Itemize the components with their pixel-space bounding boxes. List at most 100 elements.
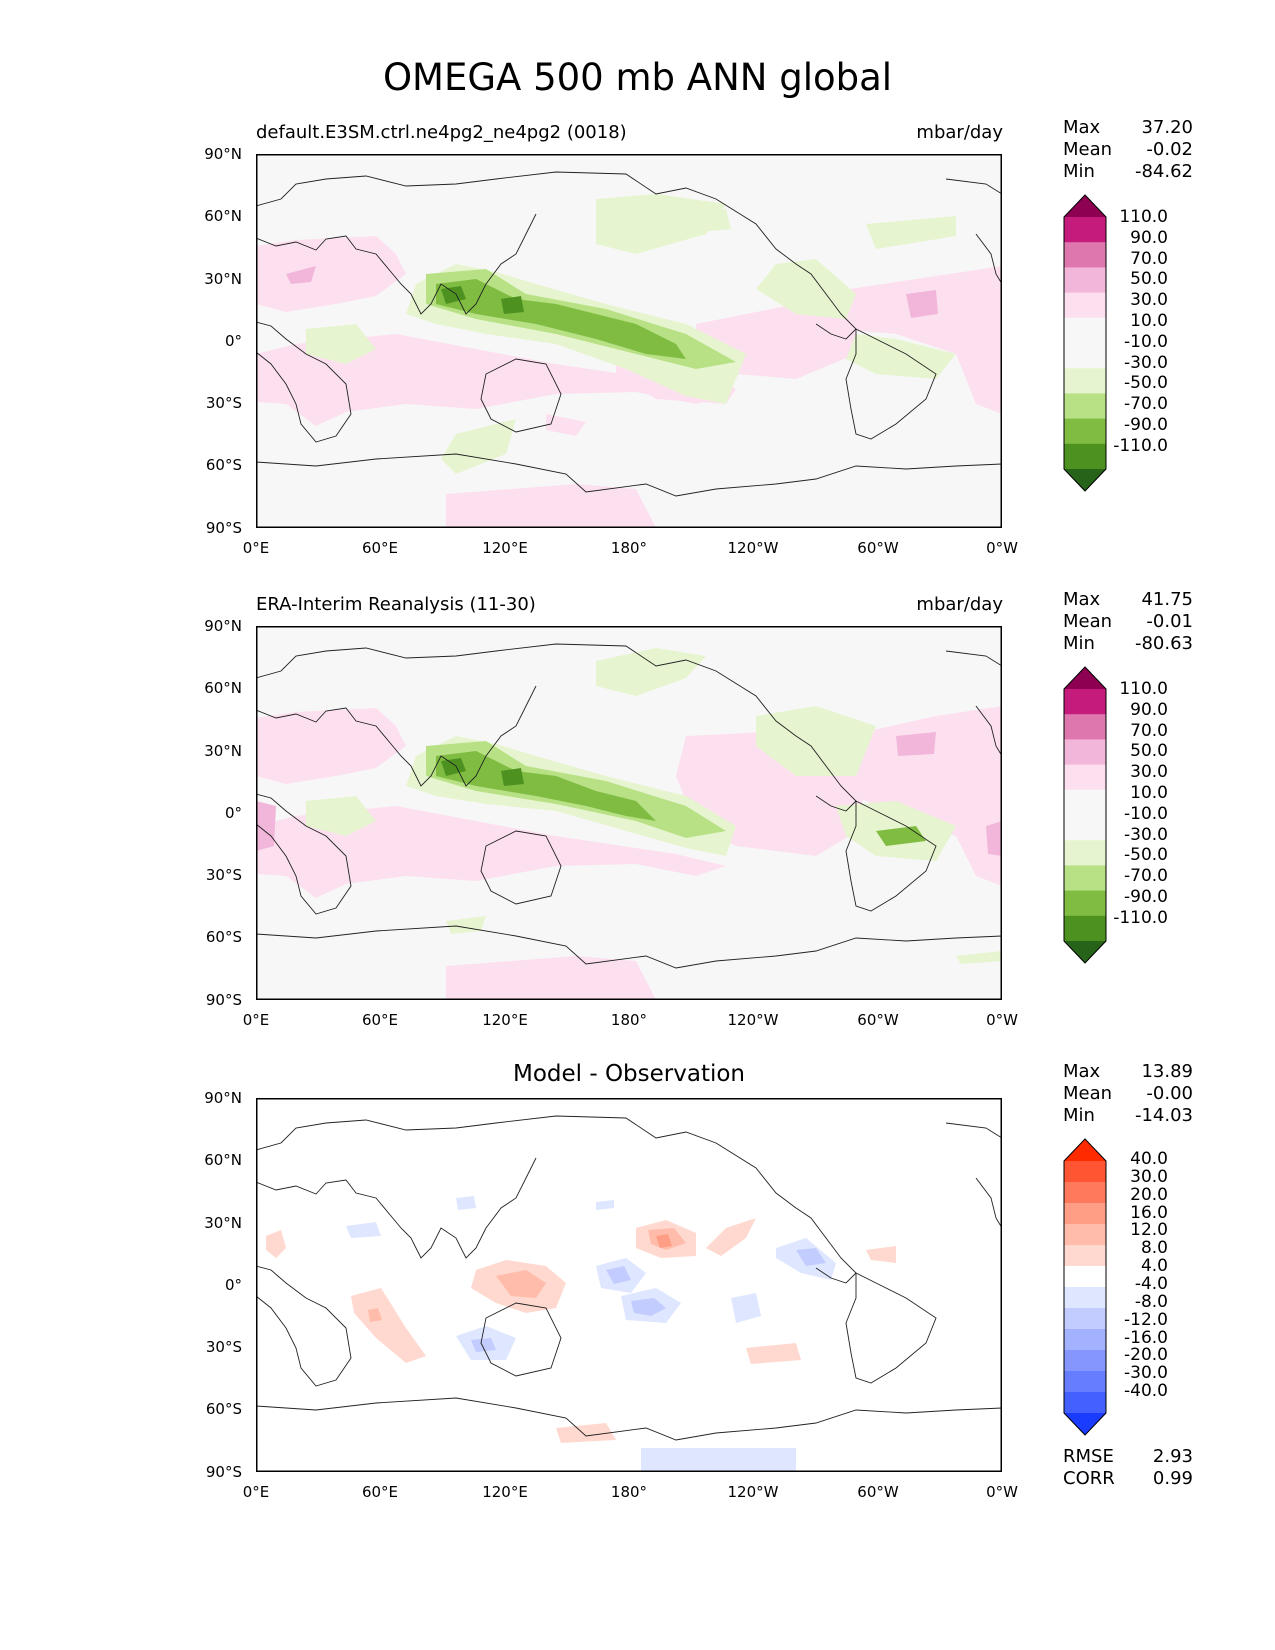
p3-lon-120W: 120°W [727, 1483, 779, 1501]
colorbar-segment [1064, 242, 1106, 268]
colorbar-tick-label: 90.0 [1130, 699, 1168, 720]
p3-lon-0E: 0°E [242, 1483, 270, 1501]
stat-value: 2.93 [1152, 1446, 1193, 1467]
colorbar-tick-label: -30.0 [1124, 824, 1168, 845]
colorbar-segment [1064, 739, 1106, 766]
colorbar-outline [1063, 1138, 1107, 1436]
panel3-coastlines [256, 1115, 1002, 1441]
panel1-colorbar [1063, 194, 1107, 492]
colorbar-segment [1064, 815, 1106, 841]
colorbar-segment [1064, 1350, 1106, 1372]
colorbar-tick-label: 90.0 [1130, 227, 1168, 248]
colorbar-tick-label: -70.0 [1124, 866, 1168, 887]
colorbar-tick-label: -70.0 [1124, 394, 1168, 415]
p1-lat-60N: 60°N [204, 207, 242, 225]
panel2-units: mbar/day [916, 594, 1003, 615]
stat-value: 37.20 [1141, 117, 1193, 138]
p1-lon-0E: 0°E [242, 539, 270, 557]
panel1-map [256, 154, 1002, 528]
stat-value: -0.01 [1146, 611, 1193, 632]
colorbar-tick-label: -20.0 [1124, 1345, 1168, 1366]
panel1-contours [256, 194, 1002, 528]
p3-lon-60W: 60°W [857, 1483, 899, 1501]
colorbar-extend-min [1064, 1413, 1106, 1435]
colorbar-tick-label: 16.0 [1130, 1202, 1168, 1223]
panel3-stats: Max 13.89 Mean -0.00 Min -14.03 [1063, 1061, 1193, 1127]
stat-value: 13.89 [1141, 1061, 1193, 1082]
p1-lat-90N: 90°N [204, 145, 242, 163]
colorbar-tick-label: -110.0 [1113, 435, 1168, 456]
p2-lon-60W: 60°W [857, 1011, 899, 1029]
colorbar-segment [1064, 393, 1106, 420]
colorbar-tick-label: -10.0 [1124, 803, 1168, 824]
colorbar-tick-label: 50.0 [1130, 269, 1168, 290]
colorbar-tick-label: -90.0 [1124, 887, 1168, 907]
p1-lat-30S: 30°S [205, 394, 242, 412]
colorbar-segment [1064, 368, 1106, 394]
p2-lat-60S: 60°S [205, 928, 242, 946]
panel2-title: ERA-Interim Reanalysis (11-30) [256, 594, 536, 615]
panel2-coastlines [256, 643, 1002, 969]
p2-lon-180: 180° [610, 1011, 648, 1029]
colorbar-segment [1064, 343, 1106, 369]
p3-lon-180: 180° [610, 1483, 648, 1501]
stat-value: 41.75 [1141, 589, 1193, 610]
p2-lat-30S: 30°S [205, 866, 242, 884]
colorbar-segment [1064, 764, 1106, 791]
panel2-map [256, 626, 1002, 1000]
colorbar-tick-label: 40.0 [1130, 1149, 1168, 1169]
p2-lon-0E: 0°E [242, 1011, 270, 1029]
colorbar-segment [1064, 1371, 1106, 1393]
panel3-title: Model - Observation [512, 1061, 746, 1087]
colorbar-segment [1064, 1287, 1106, 1309]
panel2-colorbar [1063, 666, 1107, 964]
p1-lon-60E: 60°E [361, 539, 399, 557]
colorbar-tick-label: 8.0 [1140, 1238, 1168, 1259]
colorbar-segment [1064, 267, 1106, 294]
colorbar-tick-label: -12.0 [1124, 1309, 1168, 1330]
p1-lon-120E: 120°E [482, 539, 528, 557]
colorbar-segment [1064, 1329, 1106, 1351]
colorbar-tick-label: -40.0 [1124, 1381, 1168, 1402]
colorbar-tick-label: -50.0 [1124, 373, 1168, 394]
colorbar-tick-label: 4.0 [1140, 1256, 1168, 1277]
stat-label: CORR [1063, 1468, 1115, 1489]
colorbar-extend-max [1064, 667, 1106, 689]
stat-label: Mean [1063, 139, 1113, 160]
stat-label: Min [1063, 1105, 1095, 1126]
panel2-stats: Max 41.75 Mean -0.01 Min -80.63 [1063, 589, 1193, 655]
colorbar-tick-label: 20.0 [1130, 1184, 1168, 1205]
colorbar-tick-label: -30.0 [1124, 352, 1168, 373]
p2-lat-60N: 60°N [204, 679, 242, 697]
p3-lat-30N: 30°N [204, 1214, 242, 1232]
p1-lon-0W: 0°W [986, 539, 1018, 557]
p1-lat-90S: 90°S [205, 519, 242, 537]
colorbar-tick-label: 50.0 [1130, 741, 1168, 762]
p2-lon-120E: 120°E [482, 1011, 528, 1029]
p2-lon-0W: 0°W [986, 1011, 1018, 1029]
colorbar-tick-label: -8.0 [1134, 1291, 1168, 1312]
colorbar-segment [1064, 418, 1106, 445]
p2-lat-90N: 90°N [204, 617, 242, 635]
stat-value: -0.00 [1146, 1083, 1193, 1104]
colorbar-tick-label: -30.0 [1124, 1363, 1168, 1384]
panel2-contours [256, 648, 1002, 1000]
colorbar-segment [1064, 292, 1106, 319]
colorbar-segment [1064, 840, 1106, 866]
colorbar-extend-max [1064, 195, 1106, 217]
colorbar-segment [1064, 789, 1106, 816]
colorbar-tick-label: 30.0 [1130, 762, 1168, 783]
colorbar-segment [1064, 1392, 1106, 1414]
colorbar-tick-label: -90.0 [1124, 415, 1168, 435]
colorbar-tick-label: 10.0 [1130, 311, 1168, 331]
stat-label: Max [1063, 1061, 1101, 1082]
p2-lat-0: 0° [224, 804, 242, 822]
p1-lon-120W: 120°W [727, 539, 779, 557]
stat-label: Mean [1063, 1083, 1113, 1104]
colorbar-tick-label: -16.0 [1124, 1327, 1168, 1348]
colorbar-segment [1064, 1308, 1106, 1330]
colorbar-tick-label: -4.0 [1134, 1273, 1168, 1294]
colorbar-tick-label: 110.0 [1119, 207, 1168, 227]
p3-lat-90S: 90°S [205, 1463, 242, 1481]
colorbar-tick-label: -110.0 [1113, 907, 1168, 928]
